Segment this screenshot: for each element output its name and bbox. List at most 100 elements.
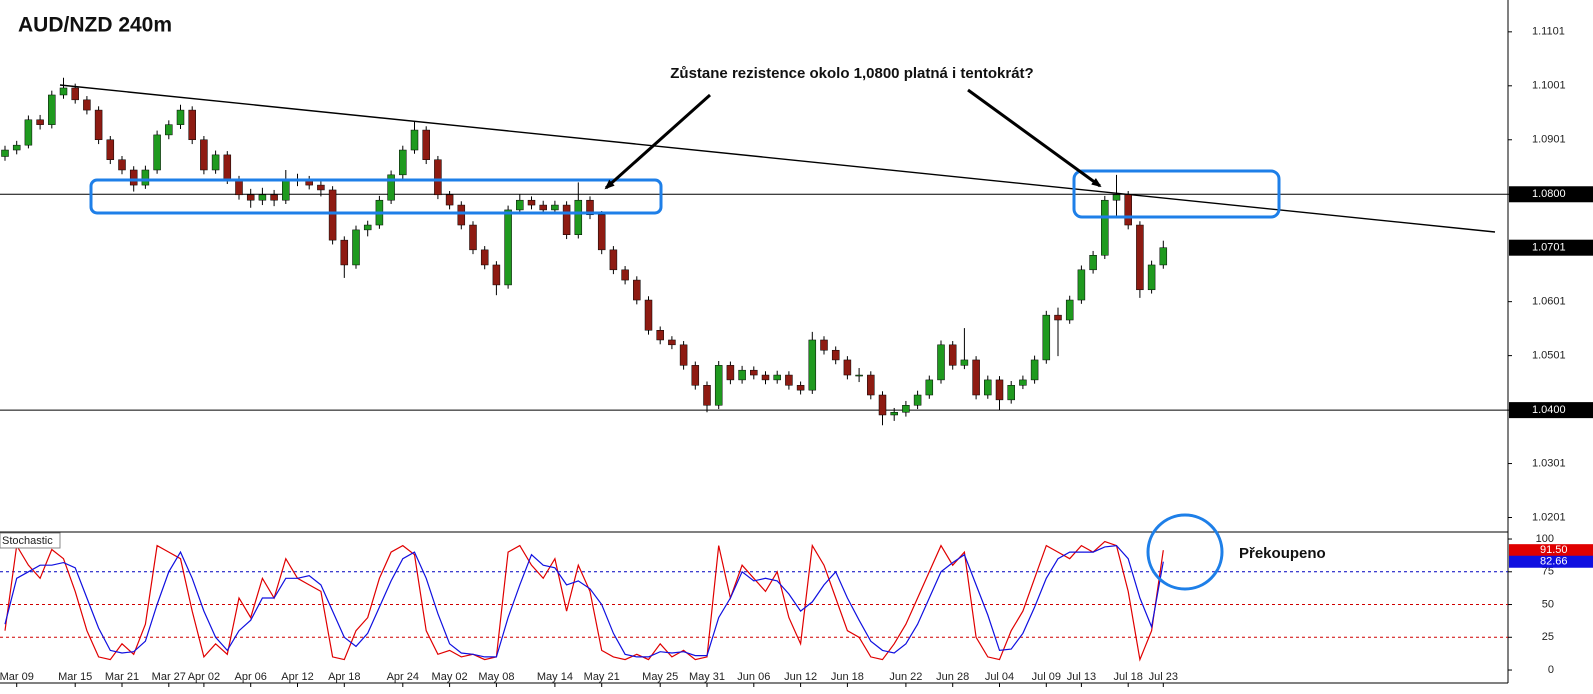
candle-body — [937, 344, 945, 381]
candle-body — [738, 369, 746, 381]
candle-body — [1089, 254, 1097, 271]
candle-body — [527, 199, 536, 206]
x-tick-label: May 14 — [537, 671, 573, 683]
price-label-bg — [1509, 402, 1593, 419]
y-tick-label: 1.1101 — [1532, 26, 1565, 38]
annotation: Zůstane rezistence okolo 1,0800 platná i… — [670, 65, 1033, 82]
zone-box — [1072, 169, 1281, 219]
candle-body — [36, 119, 44, 125]
candle-body — [317, 184, 325, 191]
candle-body — [679, 344, 688, 366]
x-tick-label: Apr 06 — [234, 671, 266, 683]
candle-body — [12, 144, 21, 151]
y-tick-label: 1.0601 — [1532, 296, 1566, 308]
candle-body — [410, 129, 419, 151]
highlight-circle — [1146, 513, 1224, 591]
candle-body — [995, 379, 1004, 401]
x-tick-label: May 02 — [432, 671, 468, 683]
trend-line — [59, 84, 1496, 233]
candle-body — [1136, 224, 1144, 291]
y-tick-label: 0 — [1548, 664, 1554, 676]
candle-body — [562, 204, 571, 235]
candle-body — [106, 139, 115, 160]
x-tick-label: Jun 12 — [784, 671, 817, 683]
candle-body — [1007, 385, 1015, 401]
candle-body — [820, 339, 828, 351]
candle-body — [258, 194, 267, 201]
candle-body — [925, 379, 934, 396]
candle-body — [340, 239, 349, 266]
candle-body — [668, 339, 676, 346]
chart-title: AUD/NZD 240m — [18, 14, 172, 37]
candle-body — [1159, 247, 1168, 266]
candle-body — [48, 94, 56, 125]
candle-body — [71, 87, 79, 101]
candle-body — [867, 374, 875, 396]
candle-body — [773, 374, 781, 381]
candle-body — [153, 134, 161, 171]
candle-body — [1054, 314, 1062, 321]
candle-body — [235, 179, 243, 196]
y-tick-label: 1.0501 — [1532, 350, 1566, 362]
candle-body — [960, 359, 969, 366]
candle-body — [165, 124, 173, 136]
candle-body — [516, 199, 524, 211]
candle-body — [211, 154, 220, 171]
price-label-bg — [1509, 239, 1593, 256]
candle-body — [399, 149, 407, 176]
y-tick-label: 1.1001 — [1532, 80, 1566, 92]
candle-body — [492, 264, 501, 286]
candle-body — [714, 365, 723, 406]
value-label-bg — [1509, 555, 1593, 568]
candle-body — [972, 359, 980, 396]
y-tick-label: 1.0901 — [1532, 134, 1566, 146]
candle-body — [1101, 199, 1109, 256]
plot — [0, 77, 1508, 662]
x-tick-label: Jun 18 — [831, 671, 864, 683]
candle-body — [843, 359, 852, 376]
candle-body — [597, 214, 606, 251]
candle-body — [504, 209, 512, 286]
x-tick-label: Jun 28 — [936, 671, 969, 683]
y-tick-label: 1.0400 — [1532, 404, 1566, 416]
x-tick-label: Jun 06 — [737, 671, 770, 683]
x-tick-label: Apr 18 — [328, 671, 360, 683]
candle-body — [761, 374, 770, 381]
candle-body — [1077, 269, 1086, 301]
candle-body — [831, 349, 840, 361]
annotation: Překoupeno — [1239, 545, 1326, 562]
candle-body — [796, 385, 805, 391]
candle-body — [94, 109, 103, 141]
candle-body — [83, 99, 91, 111]
x-tick-label: Apr 02 — [188, 671, 220, 683]
candle-body — [644, 299, 653, 331]
candle-body — [223, 154, 232, 180]
candle-body — [609, 249, 618, 271]
candle-body — [890, 412, 898, 416]
x-tick-label: Jul 09 — [1032, 671, 1061, 683]
x-tick-label: Mar 27 — [152, 671, 186, 683]
candle-body — [445, 194, 454, 206]
candle-body — [586, 199, 594, 216]
candle-body — [551, 204, 559, 211]
candle-body — [469, 224, 477, 251]
candle-body — [422, 129, 430, 160]
value-label: 82.66 — [1540, 556, 1568, 568]
arrow — [604, 93, 711, 190]
candle-body — [246, 194, 255, 201]
y-tick-label: 50 — [1542, 598, 1554, 610]
x-tick-label: May 31 — [689, 671, 725, 683]
candle-body — [913, 394, 922, 406]
candle-body — [480, 249, 489, 266]
x-tick-label: Jul 23 — [1149, 671, 1178, 683]
x-tick-label: May 08 — [478, 671, 514, 683]
x-tick-label: Mar 09 — [0, 671, 34, 683]
candle-body — [785, 374, 793, 386]
y-tick-label: 1.0301 — [1532, 457, 1566, 469]
candle-body — [1019, 379, 1027, 386]
candle-body — [59, 87, 68, 96]
candle-body — [188, 109, 196, 141]
price-label-bg — [1509, 186, 1593, 203]
x-tick-label: Apr 12 — [281, 671, 313, 683]
x-tick-label: Jun 22 — [889, 671, 922, 683]
